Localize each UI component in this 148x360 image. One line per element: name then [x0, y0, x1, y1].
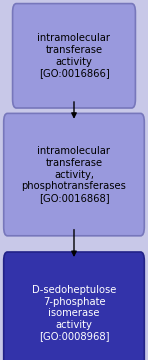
Text: intramolecular
transferase
activity
[GO:0016866]: intramolecular transferase activity [GO:… [37, 33, 111, 78]
Text: intramolecular
transferase
activity,
phosphotransferases
[GO:0016868]: intramolecular transferase activity, pho… [22, 147, 126, 203]
FancyBboxPatch shape [13, 4, 135, 108]
FancyBboxPatch shape [4, 113, 144, 236]
FancyBboxPatch shape [4, 252, 144, 360]
Text: D-sedoheptulose
7-phosphate
isomerase
activity
[GO:0008968]: D-sedoheptulose 7-phosphate isomerase ac… [32, 285, 116, 341]
